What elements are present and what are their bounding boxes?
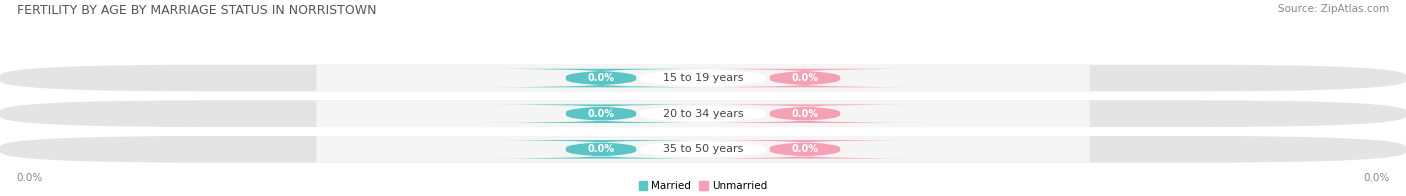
FancyBboxPatch shape <box>612 140 794 159</box>
FancyBboxPatch shape <box>316 65 1090 91</box>
Text: 0.0%: 0.0% <box>17 173 44 183</box>
Text: 0.0%: 0.0% <box>588 73 614 83</box>
FancyBboxPatch shape <box>316 100 1090 127</box>
Text: 20 to 34 years: 20 to 34 years <box>662 109 744 119</box>
FancyBboxPatch shape <box>316 136 1090 163</box>
Text: 15 to 19 years: 15 to 19 years <box>662 73 744 83</box>
Text: Source: ZipAtlas.com: Source: ZipAtlas.com <box>1278 4 1389 14</box>
FancyBboxPatch shape <box>686 69 925 87</box>
FancyBboxPatch shape <box>686 140 925 159</box>
Text: 0.0%: 0.0% <box>792 73 818 83</box>
Text: 0.0%: 0.0% <box>792 144 818 154</box>
FancyBboxPatch shape <box>481 69 721 87</box>
Text: 0.0%: 0.0% <box>588 109 614 119</box>
Legend: Married, Unmarried: Married, Unmarried <box>638 181 768 191</box>
FancyBboxPatch shape <box>0 100 1406 127</box>
FancyBboxPatch shape <box>0 65 1406 91</box>
FancyBboxPatch shape <box>612 104 794 123</box>
FancyBboxPatch shape <box>0 136 1406 163</box>
Text: 0.0%: 0.0% <box>588 144 614 154</box>
Text: 35 to 50 years: 35 to 50 years <box>662 144 744 154</box>
Text: 0.0%: 0.0% <box>792 109 818 119</box>
FancyBboxPatch shape <box>481 140 721 159</box>
Text: FERTILITY BY AGE BY MARRIAGE STATUS IN NORRISTOWN: FERTILITY BY AGE BY MARRIAGE STATUS IN N… <box>17 4 377 17</box>
FancyBboxPatch shape <box>612 69 794 87</box>
FancyBboxPatch shape <box>686 104 925 123</box>
Text: 0.0%: 0.0% <box>1362 173 1389 183</box>
FancyBboxPatch shape <box>481 104 721 123</box>
